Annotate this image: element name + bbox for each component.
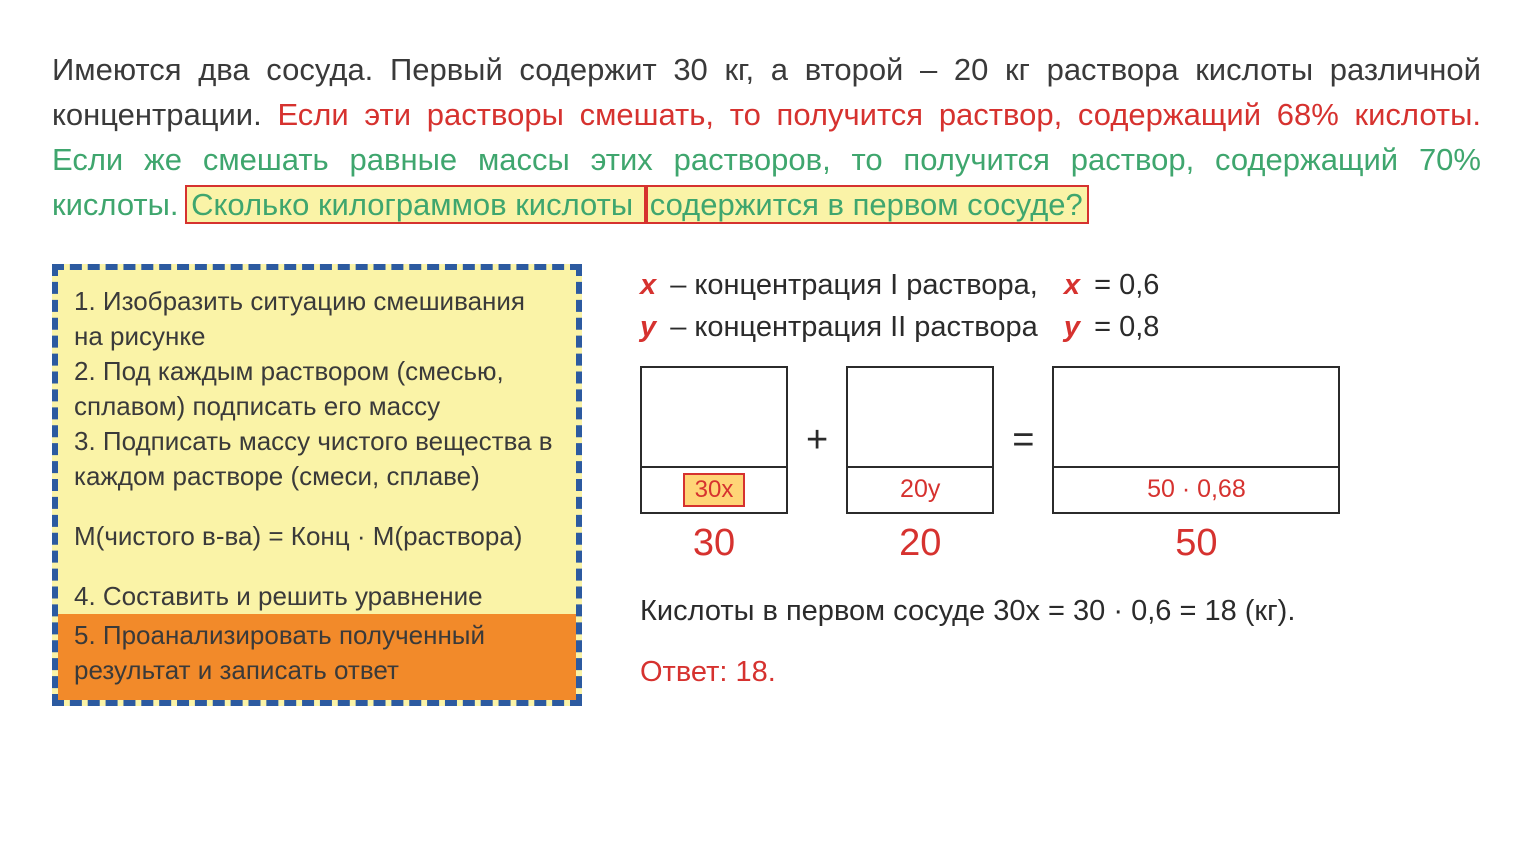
- mass-formula: M(чистого в-ва) = Конц · M(раствора): [74, 518, 560, 554]
- vessel-2-label: 20: [899, 522, 941, 565]
- vessel-3-cell: 50 · 0,68: [1054, 466, 1338, 512]
- step-4: 4. Составить и решить уравнение: [74, 579, 560, 614]
- problem-statement: Имеются два сосуда. Первый содержит 30 к…: [52, 48, 1481, 228]
- slide: Имеются два сосуда. Первый содержит 30 к…: [0, 0, 1533, 864]
- solution-panel: x – концентрация I раствора, x = 0,6 y –…: [640, 264, 1481, 689]
- step-1: 1. Изобразить ситуацию смешивания на рис…: [74, 284, 560, 354]
- var-y: y: [640, 306, 656, 348]
- problem-part-2: Если эти растворы смешать, то получится …: [277, 97, 1481, 132]
- var-y-lhs: y: [1064, 311, 1080, 343]
- var-y-row: y – концентрация II раствора y = 0,8: [640, 306, 1481, 348]
- answer-line: Ответ: 18.: [640, 656, 1481, 689]
- var-x-value: x = 0,6: [1064, 264, 1160, 306]
- var-x-desc: – концентрация I раствора,: [662, 264, 1054, 306]
- vessel-1-cell: 30x: [642, 466, 786, 512]
- var-x: x: [640, 264, 656, 306]
- problem-question-b: содержится в первом сосуде?: [646, 187, 1087, 222]
- vessel-1-chip: 30x: [683, 473, 746, 507]
- step-5-highlight: 5. Проанализировать полученный результат…: [58, 614, 576, 700]
- variable-definitions: x – концентрация I раствора, x = 0,6 y –…: [640, 264, 1481, 348]
- vessel-1-box: 30x: [640, 366, 788, 514]
- var-y-value: y = 0,8: [1064, 306, 1160, 348]
- var-y-desc: – концентрация II раствора: [662, 306, 1054, 348]
- mixing-diagram: 30x 30 + 20y 20 = 50 · 0,68: [640, 366, 1481, 565]
- vessel-3: 50 · 0,68 50: [1052, 366, 1340, 565]
- var-x-row: x – концентрация I раствора, x = 0,6: [640, 264, 1481, 306]
- vessel-3-box: 50 · 0,68: [1052, 366, 1340, 514]
- var-y-rhs: = 0,8: [1086, 311, 1159, 343]
- solution-line: Кислоты в первом сосуде 30x = 30 · 0,6 =…: [640, 595, 1481, 628]
- spacer: [74, 494, 560, 512]
- vessel-1-label: 30: [693, 522, 735, 565]
- vessel-2-box: 20y: [846, 366, 994, 514]
- equals-sign: =: [1012, 419, 1034, 462]
- steps-box: 1. Изобразить ситуацию смешивания на рис…: [52, 264, 582, 706]
- step-2: 2. Под каждым раствором (смесью, сплавом…: [74, 354, 560, 424]
- content-columns: 1. Изобразить ситуацию смешивания на рис…: [52, 264, 1481, 706]
- vessel-1: 30x 30: [640, 366, 788, 565]
- vessel-2-cell: 20y: [848, 466, 992, 512]
- vessel-2: 20y 20: [846, 366, 994, 565]
- step-3: 3. Подписать массу чистого вещества в ка…: [74, 424, 560, 494]
- plus-sign: +: [806, 419, 828, 462]
- spacer: [74, 561, 560, 579]
- vessel-3-label: 50: [1175, 522, 1217, 565]
- problem-question-a: Сколько килограммов кислоты: [187, 187, 646, 222]
- var-x-rhs: = 0,6: [1086, 269, 1159, 301]
- var-x-lhs: x: [1064, 269, 1080, 301]
